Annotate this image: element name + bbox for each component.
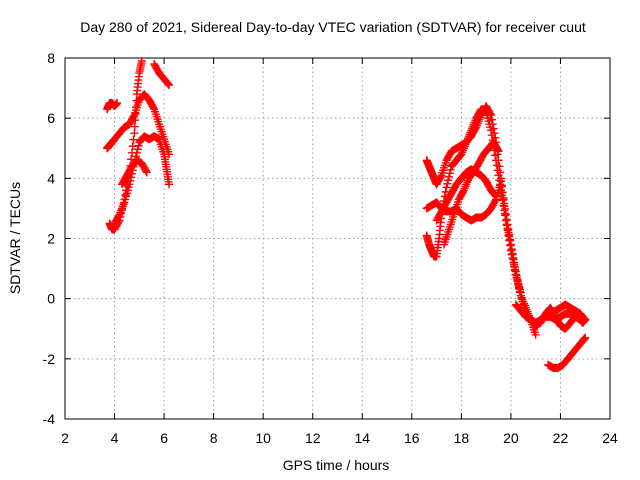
- data-point: [141, 166, 150, 175]
- data-points: [103, 57, 590, 372]
- data-point: [507, 245, 516, 254]
- data-point: [501, 204, 510, 213]
- y-axis-label: SDTVAR / TECUs: [7, 182, 23, 294]
- data-point: [494, 147, 503, 156]
- data-point: [491, 151, 500, 160]
- data-point: [114, 211, 123, 220]
- series-track-n: [546, 300, 590, 324]
- data-point: [511, 270, 520, 279]
- data-point: [487, 126, 496, 135]
- y-tick-label: -4: [43, 411, 56, 427]
- data-point: [497, 177, 505, 186]
- grid: [65, 58, 610, 419]
- data-point: [509, 255, 518, 264]
- data-point: [165, 180, 174, 189]
- data-point: [581, 333, 590, 342]
- data-point: [436, 172, 445, 181]
- data-point: [443, 179, 452, 188]
- data-point: [164, 80, 173, 89]
- x-tick-label: 4: [111, 430, 119, 446]
- data-point: [442, 183, 451, 192]
- data-point: [129, 135, 138, 144]
- x-tick-label: 16: [404, 430, 420, 446]
- data-point: [494, 171, 503, 180]
- data-point: [137, 57, 146, 66]
- data-point: [506, 240, 515, 249]
- x-tick-label: 24: [602, 430, 618, 446]
- data-point: [511, 265, 520, 274]
- data-point: [149, 103, 158, 112]
- x-tick-label: 8: [210, 430, 218, 446]
- series-track-e: [117, 156, 151, 189]
- x-axis: 2 4 6 8 10 12 14 16 18 20 22 24: [61, 58, 618, 446]
- y-tick-label: 2: [47, 231, 55, 247]
- data-point: [504, 225, 513, 234]
- y-tick-label: 8: [47, 50, 55, 66]
- data-point: [510, 260, 519, 269]
- y-tick-label: -2: [43, 351, 56, 367]
- data-point: [132, 148, 141, 157]
- data-point: [505, 230, 514, 239]
- data-point: [491, 191, 500, 200]
- x-tick-label: 2: [61, 430, 69, 446]
- data-point: [580, 314, 589, 323]
- data-point: [444, 172, 453, 181]
- data-point: [134, 141, 143, 150]
- data-point: [515, 284, 524, 293]
- data-point: [487, 131, 496, 140]
- data-point: [512, 274, 521, 283]
- data-point: [493, 166, 502, 175]
- data-point: [499, 201, 508, 210]
- data-point: [113, 99, 122, 108]
- x-tick-label: 18: [454, 430, 470, 446]
- x-tick-label: 12: [305, 430, 321, 446]
- data-point: [492, 161, 501, 170]
- data-point: [492, 156, 501, 165]
- data-point: [531, 330, 540, 339]
- chart-title: Day 280 of 2021, Sidereal Day-to-day VTE…: [80, 19, 586, 35]
- data-point: [502, 215, 511, 224]
- y-tick-label: 0: [47, 291, 55, 307]
- x-tick-label: 10: [255, 430, 271, 446]
- data-point: [581, 315, 590, 324]
- data-point: [446, 165, 455, 174]
- data-point: [501, 210, 510, 219]
- x-tick-label: 20: [503, 430, 519, 446]
- x-tick-label: 22: [553, 430, 569, 446]
- series-track-f: [150, 60, 174, 90]
- data-point: [498, 188, 507, 197]
- data-point: [492, 192, 501, 201]
- y-tick-label: 6: [47, 110, 55, 126]
- data-point: [514, 281, 523, 290]
- series-track-g: [422, 102, 525, 297]
- data-point: [497, 182, 506, 191]
- data-point: [503, 220, 512, 229]
- data-point: [165, 81, 174, 90]
- y-axis: -4 -2 0 2 4 6 8: [43, 50, 610, 427]
- x-tick-label: 14: [354, 430, 370, 446]
- data-point: [459, 187, 468, 196]
- data-point: [142, 168, 151, 177]
- series-track-k: [432, 165, 501, 225]
- data-point: [125, 180, 134, 189]
- data-point: [493, 145, 502, 154]
- data-point: [513, 277, 522, 286]
- data-point: [506, 235, 515, 244]
- series-track-o: [544, 333, 590, 372]
- data-point: [515, 288, 524, 297]
- x-tick-label: 6: [160, 430, 168, 446]
- y-tick-label: 4: [47, 170, 55, 186]
- data-point: [444, 176, 453, 185]
- series-track-a: [103, 99, 122, 114]
- data-point: [499, 193, 508, 202]
- data-point: [445, 169, 454, 178]
- data-point: [508, 250, 517, 259]
- data-point: [500, 206, 509, 215]
- x-axis-label: GPS time / hours: [283, 457, 390, 473]
- data-point: [500, 199, 509, 208]
- data-point: [133, 145, 142, 154]
- data-point: [495, 176, 504, 185]
